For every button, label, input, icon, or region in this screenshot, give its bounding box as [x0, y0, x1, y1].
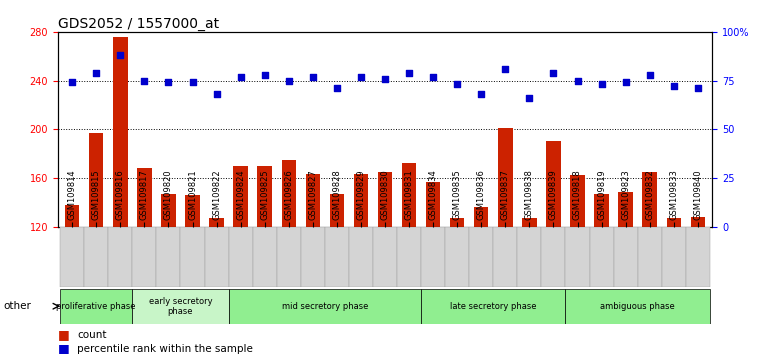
Bar: [132, 289, 229, 324]
Point: [668, 84, 680, 89]
Bar: [426, 182, 440, 227]
Bar: [618, 193, 633, 227]
Bar: [156, 227, 180, 287]
Bar: [522, 218, 537, 227]
Text: ambiguous phase: ambiguous phase: [601, 302, 675, 311]
Point: [691, 85, 704, 91]
Bar: [132, 227, 156, 287]
Point: [283, 78, 295, 84]
Text: late secretory phase: late secretory phase: [450, 302, 537, 311]
Bar: [378, 172, 392, 227]
Point: [499, 66, 511, 72]
Bar: [469, 227, 494, 287]
Point: [619, 80, 631, 85]
Point: [403, 70, 415, 76]
Bar: [614, 227, 638, 287]
Bar: [541, 227, 565, 287]
Bar: [421, 289, 565, 324]
Bar: [113, 37, 128, 227]
Bar: [109, 227, 132, 287]
Text: count: count: [77, 330, 106, 339]
Bar: [60, 289, 132, 324]
Bar: [445, 227, 469, 287]
Bar: [686, 227, 710, 287]
Bar: [306, 174, 320, 227]
Bar: [691, 217, 705, 227]
Text: percentile rank within the sample: percentile rank within the sample: [77, 344, 253, 354]
Bar: [257, 166, 272, 227]
Bar: [397, 227, 421, 287]
Bar: [349, 227, 373, 287]
Point: [259, 72, 271, 78]
Bar: [373, 227, 397, 287]
Point: [451, 81, 464, 87]
Text: ■: ■: [58, 328, 69, 341]
Bar: [229, 289, 421, 324]
Bar: [301, 227, 325, 287]
Bar: [590, 227, 614, 287]
Bar: [402, 163, 417, 227]
Point: [186, 80, 199, 85]
Bar: [546, 141, 561, 227]
Bar: [137, 168, 152, 227]
Text: GDS2052 / 1557000_at: GDS2052 / 1557000_at: [58, 17, 219, 31]
Point: [644, 72, 656, 78]
Point: [571, 78, 584, 84]
Point: [427, 74, 439, 80]
Bar: [642, 172, 657, 227]
Bar: [421, 227, 445, 287]
Bar: [89, 133, 103, 227]
Bar: [571, 176, 584, 227]
Point: [139, 78, 151, 84]
Text: proliferative phase: proliferative phase: [56, 302, 136, 311]
Bar: [209, 218, 224, 227]
Point: [66, 80, 79, 85]
Point: [379, 76, 391, 81]
Point: [234, 74, 246, 80]
Bar: [253, 227, 276, 287]
Point: [162, 80, 175, 85]
Point: [330, 85, 343, 91]
Bar: [330, 194, 344, 227]
Bar: [474, 207, 488, 227]
Bar: [161, 194, 176, 227]
Bar: [325, 227, 349, 287]
Point: [355, 74, 367, 80]
Point: [475, 91, 487, 97]
Bar: [661, 227, 686, 287]
Text: mid secretory phase: mid secretory phase: [282, 302, 368, 311]
Bar: [205, 227, 229, 287]
Bar: [494, 227, 517, 287]
Point: [210, 91, 223, 97]
Bar: [180, 227, 205, 287]
Bar: [276, 227, 301, 287]
Bar: [450, 218, 464, 227]
Text: ■: ■: [58, 342, 69, 354]
Bar: [565, 289, 710, 324]
Bar: [186, 195, 199, 227]
Text: other: other: [4, 301, 32, 311]
Point: [524, 95, 536, 101]
Point: [547, 70, 560, 76]
Bar: [667, 218, 681, 227]
Bar: [594, 194, 609, 227]
Bar: [229, 227, 253, 287]
Text: early secretory
phase: early secretory phase: [149, 297, 213, 316]
Bar: [65, 205, 79, 227]
Bar: [638, 227, 661, 287]
Bar: [517, 227, 541, 287]
Bar: [84, 227, 109, 287]
Bar: [282, 160, 296, 227]
Point: [90, 70, 102, 76]
Bar: [60, 227, 84, 287]
Point: [306, 74, 319, 80]
Point: [595, 81, 608, 87]
Bar: [353, 174, 368, 227]
Bar: [498, 128, 513, 227]
Bar: [233, 166, 248, 227]
Bar: [565, 227, 590, 287]
Point: [114, 52, 126, 58]
